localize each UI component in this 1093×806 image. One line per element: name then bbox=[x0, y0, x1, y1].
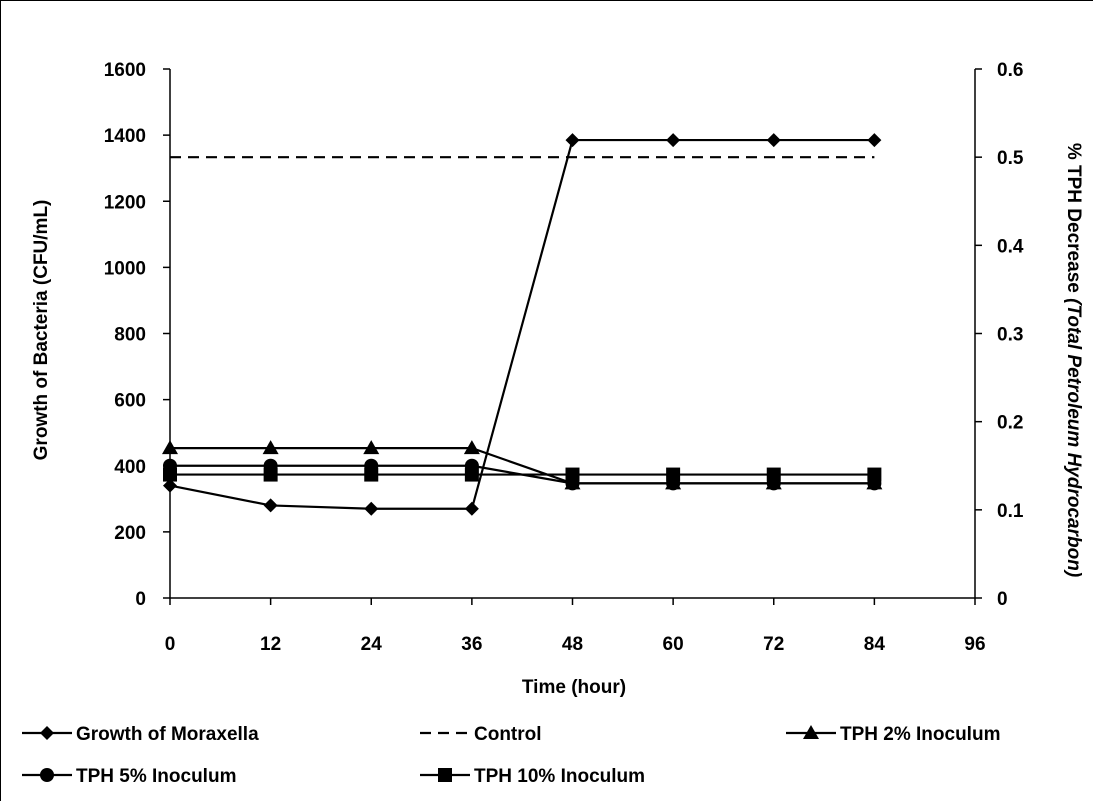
y2-tick-label: 0.4 bbox=[997, 236, 1024, 257]
data-point-diamond bbox=[766, 133, 781, 148]
data-point-diamond bbox=[163, 478, 177, 493]
x-axis-title: Time (hour) bbox=[522, 677, 626, 698]
x-tick-label: 12 bbox=[260, 634, 281, 655]
legend-item: TPH 2% Inoculum bbox=[786, 724, 1000, 745]
data-point-square bbox=[364, 467, 379, 482]
y-tick-label: 600 bbox=[114, 391, 146, 412]
data-point-triangle bbox=[162, 440, 178, 455]
data-point-diamond bbox=[666, 133, 681, 148]
x-tick-label: 48 bbox=[562, 634, 583, 655]
legend-label: Control bbox=[474, 724, 542, 745]
data-point-diamond bbox=[364, 501, 379, 516]
data-point-square bbox=[163, 467, 177, 482]
series-line bbox=[169, 138, 875, 510]
legend-label: TPH 5% Inoculum bbox=[76, 766, 236, 787]
x-tick-label: 96 bbox=[964, 634, 985, 655]
y2-tick-label: 0.2 bbox=[997, 413, 1023, 434]
legend-label: TPH 10% Inoculum bbox=[474, 766, 645, 787]
legend-label: Growth of Moraxella bbox=[76, 724, 259, 745]
x-tick-label: 36 bbox=[461, 634, 482, 655]
y2-tick-label: 0.5 bbox=[997, 148, 1024, 169]
legend-item: TPH 10% Inoculum bbox=[420, 766, 645, 787]
y2-tick-label: 0.6 bbox=[997, 60, 1023, 81]
series-tph-10-inoculum bbox=[163, 467, 882, 482]
axis-titles: Time (hour) Growth of Bacteria (CFU/mL) … bbox=[31, 143, 1084, 698]
data-point-triangle bbox=[463, 440, 480, 455]
y2-axis-title: % TPH Decrease (Total Petroleum Hydrocar… bbox=[1063, 143, 1084, 577]
y2-tick-label: 0 bbox=[997, 589, 1008, 610]
series-growth-of-moraxella bbox=[163, 133, 882, 516]
x-tick-label: 60 bbox=[663, 634, 684, 655]
series-layer bbox=[162, 133, 883, 516]
x-tick-label: 0 bbox=[165, 634, 176, 655]
y-tick-label: 200 bbox=[114, 523, 146, 544]
data-point-square bbox=[464, 467, 479, 482]
y-tick-label: 1200 bbox=[104, 192, 146, 213]
data-point-square bbox=[766, 467, 781, 482]
legend-marker-circle bbox=[40, 768, 54, 782]
data-point-square bbox=[263, 467, 278, 482]
y-tick-label: 800 bbox=[114, 325, 146, 346]
tick-labels: 0200400600800100012001400160000.10.20.30… bbox=[104, 60, 1024, 655]
data-point-square bbox=[565, 467, 580, 482]
legend-item: Growth of Moraxella bbox=[22, 724, 259, 745]
x-tick-label: 84 bbox=[864, 634, 886, 655]
y-tick-label: 1600 bbox=[104, 60, 146, 81]
data-point-diamond bbox=[867, 133, 882, 148]
legend-item: Control bbox=[420, 724, 542, 745]
y2-axis-title-main: % TPH Decrease bbox=[1063, 143, 1084, 298]
data-point-diamond bbox=[464, 501, 479, 516]
legend-marker-triangle bbox=[803, 725, 819, 739]
data-point-triangle bbox=[363, 440, 380, 455]
y2-tick-label: 0.3 bbox=[997, 325, 1023, 346]
legend-label: TPH 2% Inoculum bbox=[840, 724, 1000, 745]
y-tick-label: 1400 bbox=[104, 126, 146, 147]
data-point-triangle bbox=[262, 440, 279, 455]
y2-axis-title-italic: (Total Petroleum Hydrocarbon) bbox=[1063, 298, 1084, 577]
legend-marker-diamond bbox=[40, 726, 54, 740]
y2-tick-label: 0.1 bbox=[997, 501, 1024, 522]
y-tick-label: 1000 bbox=[104, 258, 146, 279]
y-tick-label: 400 bbox=[114, 457, 146, 478]
legend-marker-square bbox=[438, 768, 452, 782]
y-tick-label: 0 bbox=[135, 589, 146, 610]
data-point-square bbox=[666, 467, 681, 482]
x-tick-label: 24 bbox=[361, 634, 383, 655]
legend-item: TPH 5% Inoculum bbox=[22, 766, 236, 787]
legend: Growth of Moraxella Control TPH 2% Inoculu… bbox=[22, 724, 1000, 787]
data-point-square bbox=[867, 467, 882, 482]
y-axis-title: Growth of Bacteria (CFU/mL) bbox=[31, 200, 52, 461]
x-tick-label: 72 bbox=[763, 634, 784, 655]
data-point-diamond bbox=[263, 498, 278, 513]
data-point-diamond bbox=[565, 133, 580, 148]
